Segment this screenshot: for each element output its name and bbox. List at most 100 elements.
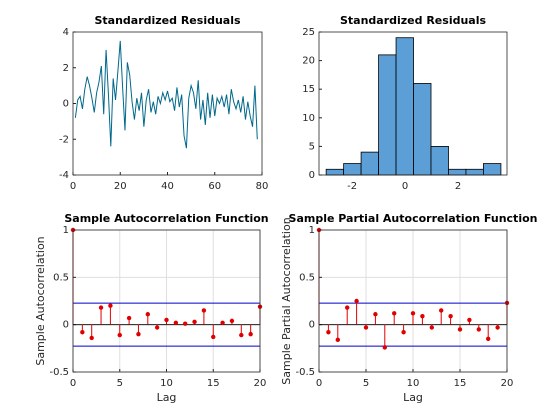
stem-marker [345, 305, 350, 310]
histogram-bar [465, 168, 484, 176]
stem-marker [420, 313, 425, 319]
stem-marker [108, 303, 113, 308]
stem-marker [495, 325, 500, 330]
y-axis-label: Sample Autocorrelation [34, 236, 47, 365]
histogram-bar [343, 163, 362, 176]
x-tick-label: 15 [454, 378, 467, 389]
x-tick-label: 20 [254, 378, 267, 389]
stem-marker [439, 308, 444, 313]
stem-marker [239, 332, 244, 338]
axes-background [73, 32, 262, 175]
stem-marker [363, 325, 369, 330]
x-tick-label: 10 [407, 378, 420, 389]
stem-marker [183, 321, 188, 326]
stem-marker [145, 312, 150, 317]
y-tick-label: 4 [63, 27, 69, 38]
x-tick-label: 0 [70, 181, 76, 192]
subplot-title: Standardized Residuals [94, 14, 241, 27]
y-tick-label: 5 [309, 141, 315, 152]
histogram-bar [325, 168, 345, 176]
y-tick-label: 0 [309, 170, 315, 181]
stem-marker [326, 330, 331, 335]
stem-marker [117, 332, 122, 338]
y-tick-label: 0 [63, 320, 69, 331]
stem-marker [429, 325, 434, 330]
y-tick-label: -0.5 [49, 367, 69, 378]
x-axis-label: Lag [403, 391, 423, 404]
y-tick-label: 0 [63, 99, 69, 110]
histogram-bar [378, 54, 397, 176]
x-tick-label: 0 [402, 181, 408, 192]
stem-marker [448, 313, 453, 319]
x-tick-label: 20 [114, 181, 127, 192]
stem-marker [136, 331, 141, 337]
y-tick-label: 10 [302, 113, 315, 124]
x-tick-label: 60 [208, 181, 221, 192]
y-tick-label: 0 [309, 320, 315, 331]
stem-marker [401, 330, 406, 335]
x-tick-label: 20 [501, 378, 514, 389]
stem-marker [373, 312, 378, 317]
stem-marker [89, 335, 94, 341]
histogram-bar [448, 168, 467, 176]
y-tick-label: 15 [302, 84, 315, 95]
y-axis-label: Sample Partial Autocorrelation [280, 217, 293, 384]
stem-marker [486, 336, 491, 342]
stem-marker [192, 319, 197, 325]
x-tick-label: 2 [455, 181, 461, 192]
axes-box [318, 31, 508, 176]
stem-marker [354, 298, 359, 304]
x-tick-label: -2 [347, 181, 357, 192]
stem-marker [457, 327, 463, 332]
y-tick-label: 25 [302, 27, 315, 38]
x-tick-label: 0 [70, 378, 76, 389]
stem-marker [392, 311, 397, 316]
subplot-title: Sample Partial Autocorrelation Function [289, 212, 538, 225]
x-tick-label: 80 [256, 181, 269, 192]
stem-marker [476, 327, 481, 332]
histogram-bar [360, 151, 379, 176]
y-tick-label: 1 [309, 225, 315, 236]
axes-box [72, 31, 263, 176]
stem-marker [80, 330, 85, 335]
y-tick-label: -2 [59, 134, 69, 145]
subplot: 0 20 40 60 80 -4 -2 0 2 4 Standardized Residuals [59, 14, 268, 192]
histogram-bar [430, 145, 449, 176]
stem-marker [220, 320, 225, 325]
stem-marker [211, 334, 216, 340]
histogram-bar [413, 83, 432, 176]
stem-marker [154, 325, 160, 330]
x-axis-label: Lag [157, 391, 177, 404]
x-tick-label: 5 [117, 378, 123, 389]
y-tick-label: 1 [63, 225, 69, 236]
stem-marker [164, 317, 169, 323]
axes-box [318, 229, 508, 373]
stem-marker [248, 331, 253, 337]
stem-marker [467, 317, 472, 323]
stem-marker [201, 308, 207, 313]
y-tick-label: 0.5 [299, 272, 315, 283]
x-tick-label: 15 [207, 378, 220, 389]
stem-marker [335, 337, 340, 343]
y-tick-label: 0.5 [53, 272, 69, 283]
y-tick-label: 20 [302, 56, 315, 67]
x-tick-label: 10 [160, 378, 173, 389]
x-tick-label: 40 [161, 181, 174, 192]
stem-marker [173, 320, 179, 325]
histogram-bar [395, 37, 414, 176]
y-tick-label: -0.5 [295, 367, 315, 378]
x-tick-label: 0 [316, 378, 322, 389]
stem-marker [98, 305, 104, 310]
stem-marker [229, 318, 235, 324]
y-tick-label: -4 [59, 170, 69, 181]
stem-marker [126, 315, 132, 321]
histogram-bar [483, 163, 502, 176]
stem-marker [410, 311, 416, 316]
x-tick-label: 5 [363, 378, 369, 389]
stem-marker [382, 345, 387, 350]
residual-line [74, 40, 258, 149]
